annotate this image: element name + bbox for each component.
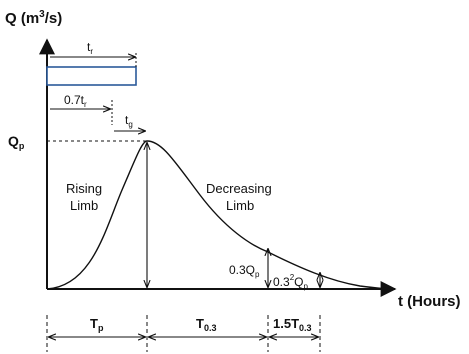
tr-label: tr [87, 40, 93, 56]
q032-label: 0.32Qp [273, 273, 308, 291]
tg-label: tg [125, 113, 133, 129]
decreasing-limb-label-2: Limb [226, 198, 254, 213]
q03-label: 0.3Qp [229, 263, 260, 279]
rising-limb-label-1: Rising [66, 181, 102, 196]
rising-limb-label-2: Limb [70, 198, 98, 213]
tr07-label: 0.7tr [64, 93, 87, 109]
tp-label: Tp [90, 316, 104, 333]
y-axis-label: Q (m3/s) [5, 9, 62, 27]
t03-label: T0.3 [196, 316, 216, 333]
x-axis-label: t (Hours) [398, 293, 461, 310]
hydrograph-curve [46, 140, 396, 290]
qp-label: Qp [8, 133, 25, 151]
t15-label: 1.5T0.3 [273, 316, 312, 333]
decreasing-limb-label-1: Decreasing [206, 181, 272, 196]
rainfall-excess-block [46, 66, 137, 86]
